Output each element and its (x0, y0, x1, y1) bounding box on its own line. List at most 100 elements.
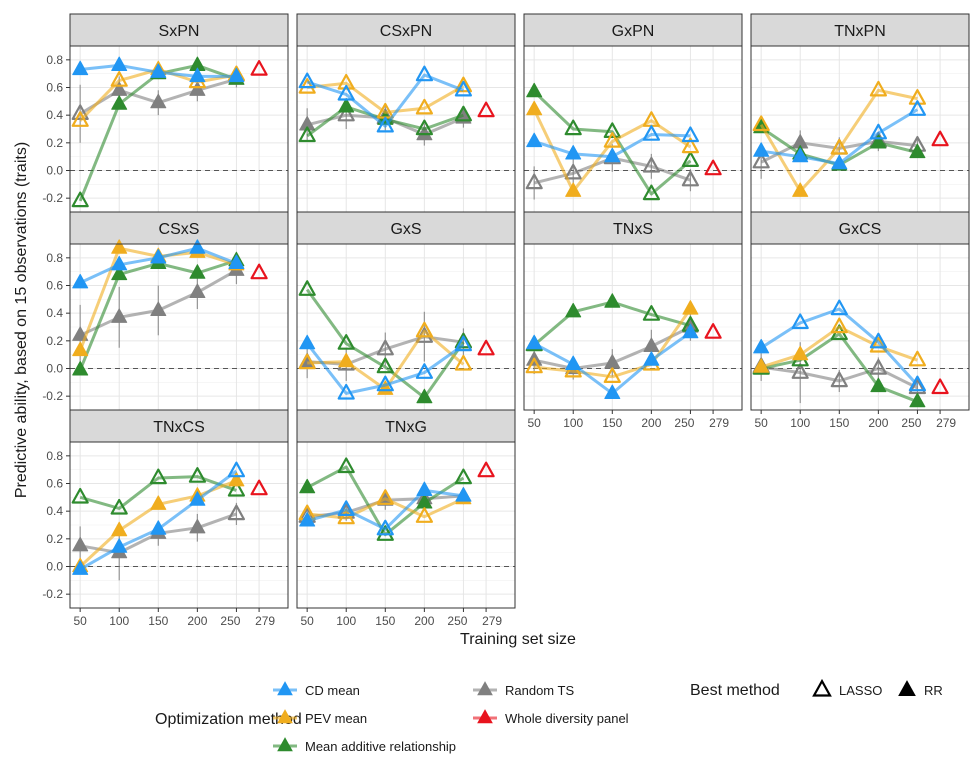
data-point (526, 132, 543, 148)
data-point (416, 388, 433, 404)
data-point (298, 77, 316, 94)
data-point (830, 317, 848, 334)
data-point (111, 521, 128, 537)
facet-strip (750, 211, 970, 245)
x-tick-label: 100 (790, 416, 810, 430)
data-point (376, 519, 394, 536)
shape-legend-item-lasso: LASSO (812, 678, 882, 698)
facet-strip (750, 13, 970, 47)
data-point (111, 255, 128, 271)
series-line (532, 108, 692, 193)
data-point (603, 132, 621, 148)
shape-legend-key (898, 680, 916, 696)
x-tick-label: 200 (187, 614, 207, 628)
data-point (376, 357, 394, 374)
data-point (830, 371, 848, 388)
data-point (831, 154, 848, 170)
data-point (791, 363, 809, 379)
series-cd-mean (526, 125, 700, 163)
data-point (526, 334, 543, 350)
data-point (72, 536, 89, 552)
data-point (111, 56, 128, 71)
whole-panel-point (704, 159, 722, 176)
data-point (908, 375, 927, 392)
legend-item-pev-mean: PEV mean (273, 709, 367, 726)
series-cd-mean (753, 100, 927, 170)
panel-gxpn: GxPN (523, 13, 743, 213)
data-point (337, 84, 355, 101)
data-point (870, 134, 887, 149)
series-cd-mean (72, 239, 245, 289)
data-point (338, 352, 355, 368)
data-point (111, 239, 128, 254)
legend-key-triangle (477, 681, 493, 696)
data-point (71, 111, 89, 127)
facet-strip (523, 13, 743, 47)
data-point (830, 299, 848, 316)
data-point (454, 335, 472, 352)
panel-csxpn: CSxPN (296, 13, 516, 213)
x-tick-label: 150 (375, 614, 395, 628)
x-tick-label: 150 (829, 416, 849, 430)
data-point (111, 308, 128, 323)
series-cd-mean (299, 481, 472, 536)
series-cd-mean (526, 323, 699, 399)
facet-title: CSxS (159, 221, 200, 238)
facet-title: GxPN (612, 23, 655, 40)
data-point (870, 377, 887, 393)
data-point (337, 500, 355, 517)
data-point (681, 170, 700, 187)
data-point (72, 560, 89, 575)
data-point (416, 125, 433, 141)
data-point (642, 305, 661, 321)
data-point (72, 361, 89, 376)
x-tick-label: 50 (300, 614, 314, 628)
whole-panel-point (477, 101, 495, 118)
data-point (603, 367, 621, 383)
data-point (72, 273, 89, 289)
whole-panel-point (477, 461, 495, 478)
data-point (565, 145, 582, 160)
data-point (869, 359, 888, 375)
data-point (337, 383, 355, 400)
series-pev-mean (752, 80, 927, 197)
y-tick-label: 0.2 (46, 532, 63, 546)
panel-tnxcs: TNxCS -0.2 0.0 0.2 0.4 0.6 0.8 50 100 150 200 250 27… (42, 409, 289, 628)
data-point (416, 481, 433, 496)
series-line (533, 90, 692, 196)
data-point (454, 332, 472, 349)
panel-tnxs: TNxS 50 100 150 200 250 279 (523, 211, 743, 430)
data-point (565, 355, 582, 370)
whole-panel-point (250, 479, 268, 496)
data-point (299, 512, 316, 527)
data-point (791, 313, 809, 330)
series-pev-mean (753, 317, 927, 373)
data-point (227, 480, 245, 497)
legend-item-label: CD mean (305, 683, 360, 698)
data-point (753, 338, 770, 354)
panel-gxs: GxS (296, 211, 516, 411)
data-point (415, 507, 433, 523)
data-point (227, 504, 245, 521)
x-tick-label: 279 (255, 614, 275, 628)
x-tick-label: 150 (602, 416, 622, 430)
legend-item-random-ts: Random TS (473, 681, 574, 698)
data-point (642, 156, 661, 173)
legend-item-label: PEV mean (305, 711, 367, 726)
data-point (298, 126, 316, 143)
series-cd-mean (72, 56, 245, 83)
series-line (760, 325, 918, 369)
series-mean-additive-relationship (298, 280, 472, 404)
data-point (454, 80, 472, 97)
data-point (150, 93, 167, 109)
legend-item-mean-additive-relationship: Mean additive relationship (273, 737, 456, 754)
facet-title: SxPN (159, 23, 200, 40)
data-point (455, 487, 472, 502)
facet-title: TNxPN (834, 23, 886, 40)
data-point (298, 72, 316, 89)
data-point (681, 151, 700, 167)
facet-strip (296, 211, 516, 245)
facet-strip (296, 409, 516, 443)
data-point (376, 116, 394, 133)
